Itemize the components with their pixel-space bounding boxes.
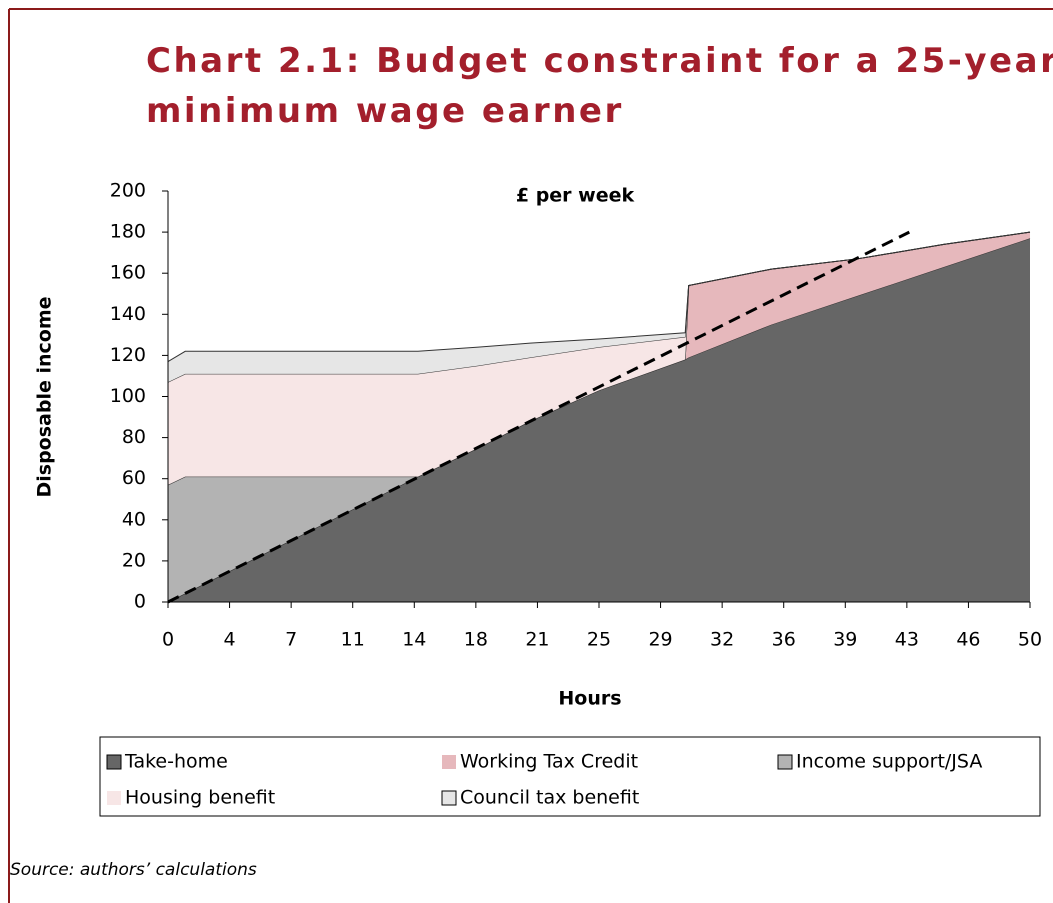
area [168,232,1030,383]
area [168,232,1030,485]
chart-title: Chart 2.1: Budget constraint for a 25-ye… [146,41,1053,81]
x-tick-label: 46 [956,629,980,651]
x-tick-label: 36 [772,629,796,651]
x-tick-label: 29 [648,629,672,651]
x-axis-label: Hours [558,688,621,710]
x-tick-label: 11 [341,629,365,651]
y-tick-label: 100 [110,385,146,407]
legend-swatch [441,790,457,806]
x-tick-label: 7 [285,629,297,651]
legend-label: Income support/JSA [796,751,982,773]
legend-swatch [442,755,456,769]
x-tick-label: 14 [402,629,426,651]
legend-label: Council tax benefit [460,787,639,809]
legend-label: Housing benefit [125,787,275,809]
y-tick-label: 120 [110,344,146,366]
area [168,238,1030,602]
y-tick-label: 200 [110,180,146,202]
y-axis-label: Disposable income [34,296,56,497]
reference-line [167,230,910,604]
legend-swatch [777,754,793,770]
x-tick-label: 25 [587,629,611,651]
y-tick-label: 180 [110,221,146,243]
x-tick-label: 32 [710,629,734,651]
y-tick-label: 60 [122,467,146,489]
chart-title: minimum wage earner [146,91,624,131]
area-edge [167,231,1031,362]
legend-label: Take-home [124,751,228,773]
legend-label: Working Tax Credit [460,751,638,773]
subtitle: £ per week [516,185,635,207]
x-tick-label: 0 [162,629,174,651]
y-tick-label: 140 [110,303,146,325]
y-tick-label: 20 [122,549,146,571]
legend-swatch [107,791,121,805]
x-tick-label: 21 [525,629,549,651]
y-tick-label: 80 [122,426,146,448]
y-tick-label: 0 [134,591,146,613]
x-tick-label: 39 [833,629,857,651]
legend-swatch [106,754,122,770]
x-tick-label: 50 [1018,629,1042,651]
y-tick-label: 160 [110,262,146,284]
legend-box [99,736,1041,817]
x-tick-label: 43 [895,629,919,651]
y-tick-label: 40 [122,508,146,530]
x-tick-label: 18 [464,629,488,651]
x-tick-label: 4 [224,629,236,651]
source-note: Source: authors’ calculations [10,860,257,880]
